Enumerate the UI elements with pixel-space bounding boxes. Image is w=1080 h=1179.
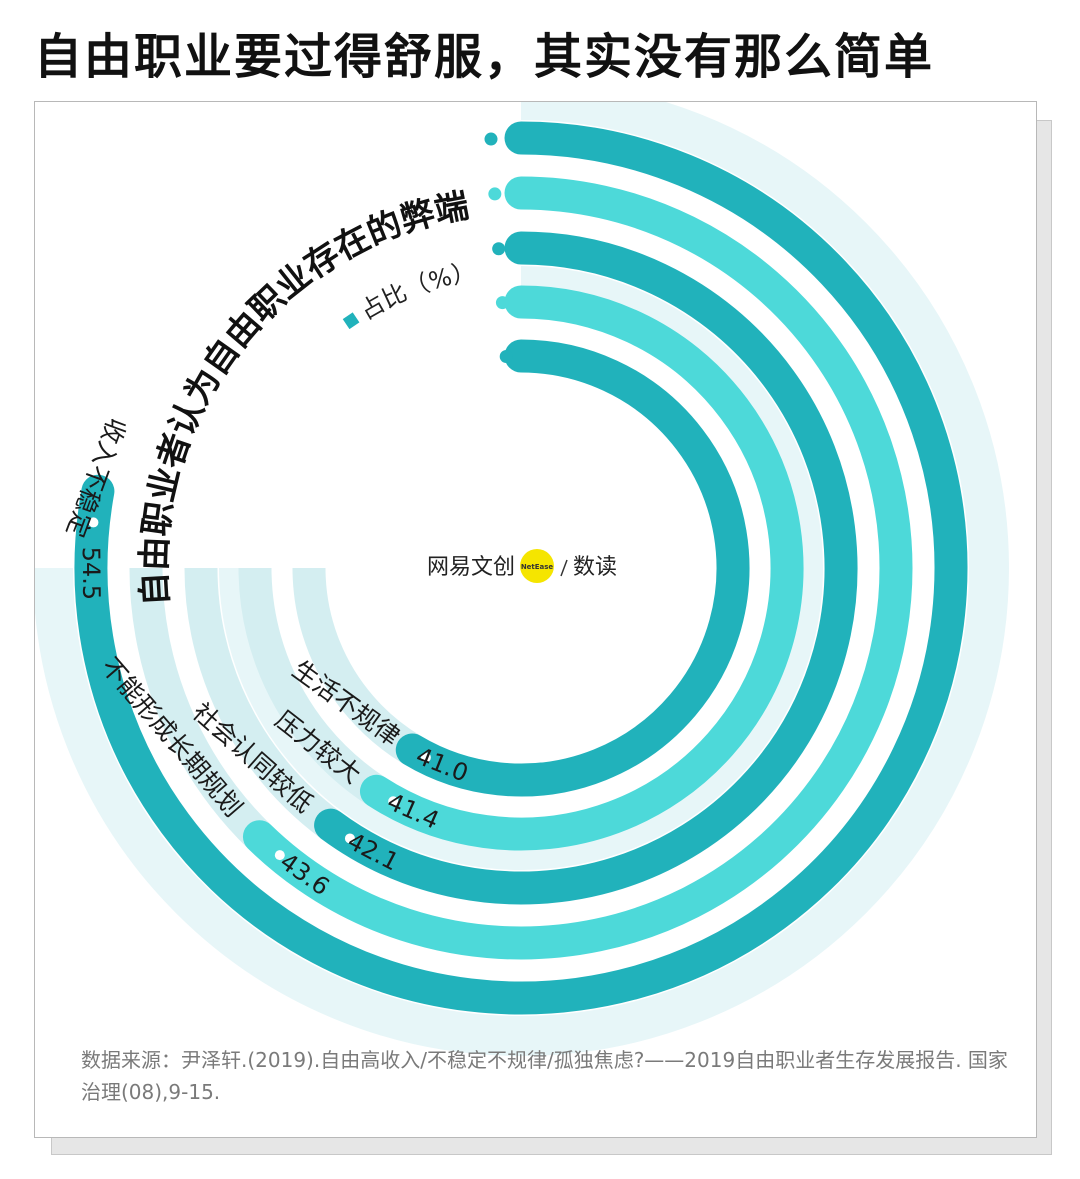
page-title: 自由职业要过得舒服，其实没有那么简单 [34,29,935,85]
radial-bar-chart: 41.041.442.143.654.5生活不规律压力较大社会认同较低不能形成长… [35,102,1009,1056]
bar-start-dot-2 [495,296,509,310]
bar-5 [74,121,968,1015]
bar-start-dot-1 [499,350,513,364]
bar-end-dot-5 [88,517,99,528]
source-note: 数据来源：尹泽轩.(2019).自由高收入/不稳定不规律/孤独焦虑?——2019… [81,1048,1008,1104]
legend-swatch [342,312,360,330]
logo-sub-text: 数读 [573,555,617,580]
value-label-5: 54.5 [77,546,106,600]
bar-2 [359,285,804,851]
bar-end-dot-3 [344,833,355,844]
logo-text: 网易文创 [427,555,515,580]
bar-4 [242,176,913,960]
logo-divider [560,559,568,577]
bar-end-dot-4 [274,850,285,861]
bar-end-dot-2 [388,796,399,807]
title-quadrant [35,102,521,568]
bar-end-dot-1 [420,752,431,763]
bar-start-dot-3 [492,242,506,256]
bar-start-dot-4 [488,187,502,201]
bar-1 [395,339,750,797]
brand-logo: 网易文创 NetEase 数读 [427,549,617,583]
chart-card: 41.0 41.4 42.1 43.6 54.5 生活不规律 压力较大 社会认同较低 不能形成长… [34,101,1037,1138]
logo-badge [520,549,554,583]
logo-badge-text: NetEase [521,563,554,571]
bar-3 [314,231,858,905]
bar-start-dot-5 [484,132,498,146]
